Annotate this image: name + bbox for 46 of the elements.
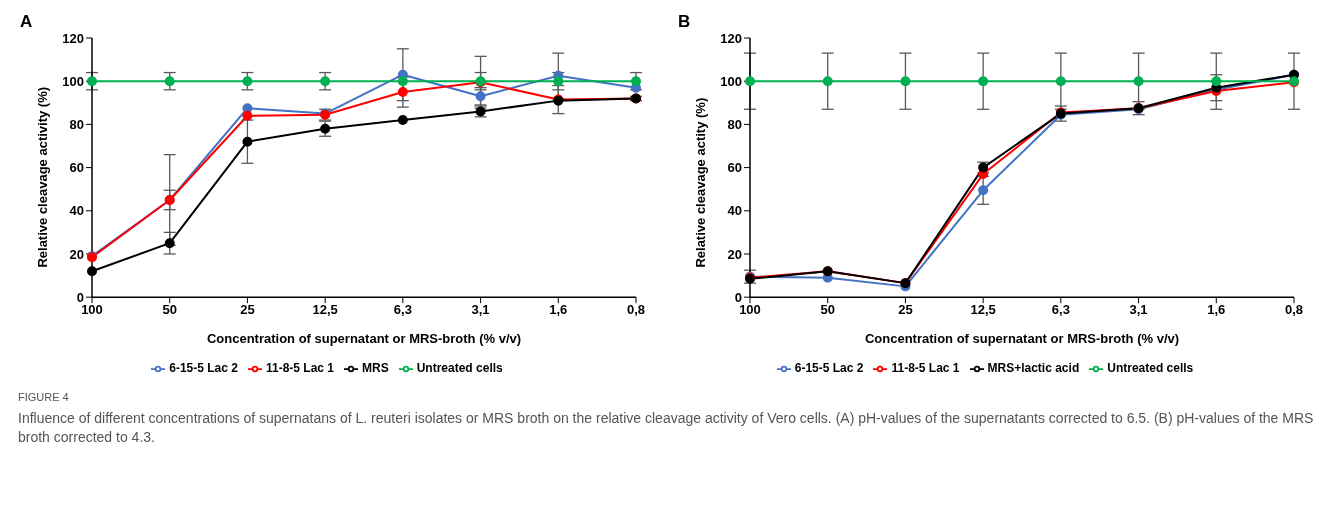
x-tick-label: 25 xyxy=(898,302,913,318)
legend-label: 6-15-5 Lac 2 xyxy=(169,361,238,376)
y-tick-label: 40 xyxy=(727,203,742,219)
y-tick-label: 100 xyxy=(720,73,742,89)
y-tick-label: 80 xyxy=(69,117,84,133)
x-tick-label: 100 xyxy=(81,302,103,318)
y-tick-label: 60 xyxy=(69,160,84,176)
y-tick-label: 60 xyxy=(727,160,742,176)
legend-label: Untreated cells xyxy=(416,361,503,376)
x-tick-label: 0,8 xyxy=(626,302,646,318)
x-tick-label: 50 xyxy=(820,302,835,318)
x-tick-label: 100 xyxy=(739,302,761,318)
x-tick-label: 12,5 xyxy=(970,302,996,318)
chart-title: A xyxy=(20,12,33,32)
y-tick-label: 20 xyxy=(69,246,84,262)
legend-label: Untreated cells xyxy=(1107,361,1194,376)
text: Influence of different concentrations of supernatans of L. reuteri isolates or MRS broth on the relative cleavage activity of Vero cells. (A) pH-values of the supernatants corrected to 6.5. (B) pH-values of the MRS broth corrected to 4.3. xyxy=(18,408,1315,447)
y-axis-title: Relative cleavage activity (%) xyxy=(34,86,50,268)
x-tick-label: 25 xyxy=(240,302,255,318)
caption: FIGURE 4 xyxy=(18,390,70,405)
legend-label: 11-8-5 Lac 1 xyxy=(891,361,960,376)
x-axis-title: Concentration of supernatant or MRS-broth (% v/v) xyxy=(864,331,1180,347)
y-axis-title: Relative cleavage actity (%) xyxy=(692,97,708,268)
x-tick-label: 6,3 xyxy=(1051,302,1070,318)
x-tick-label: 3,1 xyxy=(1129,302,1148,318)
x-tick-label: 3,1 xyxy=(471,302,490,318)
x-tick-label: 12,5 xyxy=(312,302,338,318)
y-tick-label: 100 xyxy=(62,73,84,89)
legend-label: 6-15-5 Lac 2 xyxy=(794,361,864,376)
y-tick-label: 80 xyxy=(727,117,742,133)
legend-label: 11-8-5 Lac 1 xyxy=(265,361,335,376)
legend-label: MRS+lactic acid xyxy=(987,361,1080,376)
y-tick-label: 20 xyxy=(727,246,742,262)
chart-title: B xyxy=(678,12,691,32)
x-tick-label: 6,3 xyxy=(393,302,412,318)
y-tick-label: 120 xyxy=(62,30,84,46)
x-axis-title: Concentration of supernatant or MRS-broth (% v/v) xyxy=(206,331,522,347)
y-tick-label: 0 xyxy=(76,289,84,305)
legend-label: MRS xyxy=(362,361,389,376)
x-tick-label: 0,8 xyxy=(1284,302,1304,318)
y-tick-label: 0 xyxy=(734,289,742,305)
y-tick-label: 120 xyxy=(720,30,742,46)
y-tick-label: 40 xyxy=(69,203,84,219)
x-tick-label: 1,6 xyxy=(1207,302,1226,318)
x-tick-label: 1,6 xyxy=(549,302,568,318)
x-tick-label: 50 xyxy=(162,302,177,318)
